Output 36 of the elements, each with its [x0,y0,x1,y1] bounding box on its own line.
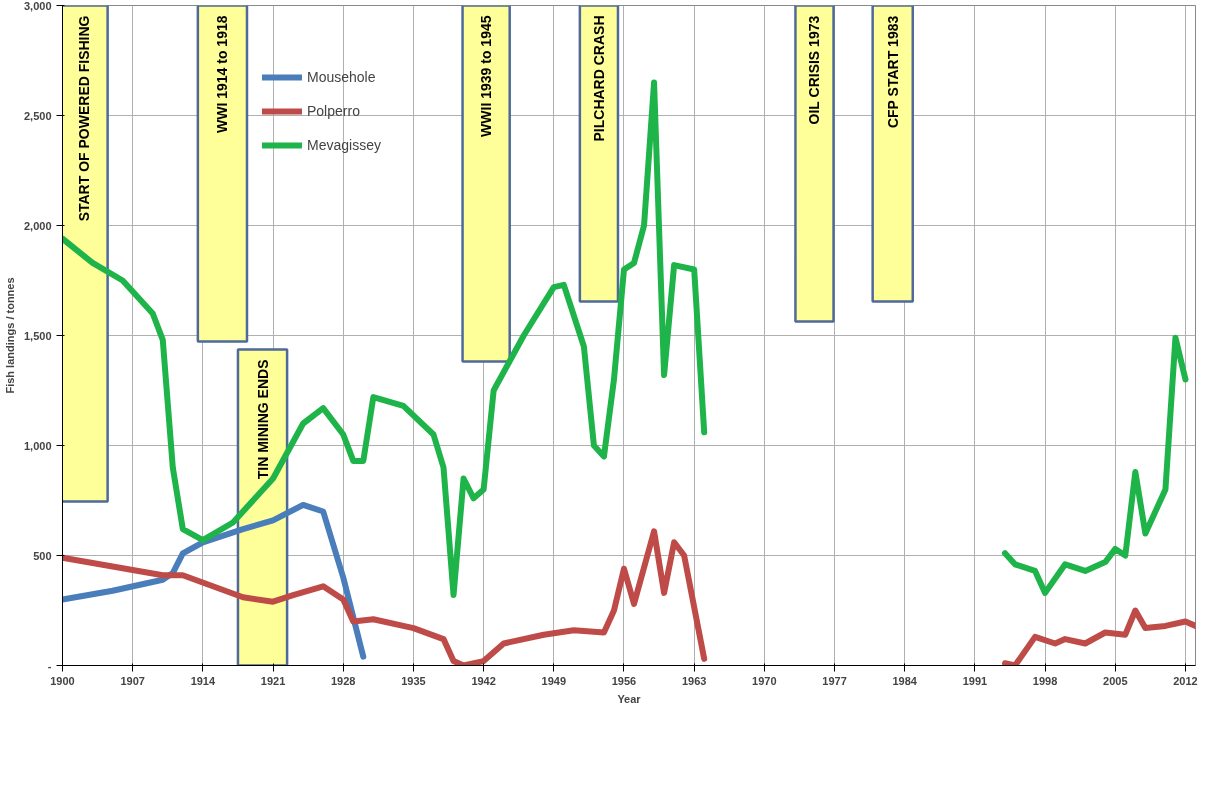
band-label: WWII 1939 to 1945 [478,15,495,137]
x-tick-label: 1956 [611,674,637,687]
y-tick-label: 2,500 [23,109,52,122]
band-label: WWI 1914 to 1918 [214,15,231,133]
legend-label: Mevagissey [307,137,381,153]
x-tick-label: 1977 [822,674,847,687]
band-label: PILCHARD CRASH [590,15,607,142]
band-label: CFP START 1983 [884,15,901,129]
x-axis-title: Year [617,692,642,705]
x-tick-label: 2005 [1103,674,1128,687]
band-label: START OF POWERED FISHING [75,15,92,222]
x-tick-label: 1900 [50,674,75,687]
band-label: TIN MINING ENDS [254,359,271,480]
x-tick-label: 1928 [331,674,356,687]
x-tick-label: 1984 [892,674,918,687]
x-tick-label: 1907 [120,674,145,687]
x-tick-label: 1921 [260,674,286,687]
x-tick-label: 1991 [962,674,988,687]
y-tick-label: 1,500 [23,329,52,342]
band-label: OIL CRISIS 1973 [806,15,823,125]
y-tick-label: - [47,659,52,672]
y-tick-label: 2,000 [23,219,52,232]
y-tick-label: 3,000 [23,0,52,12]
x-tick-label: 1998 [1032,674,1058,687]
y-tick-label: 500 [33,549,52,562]
y-axis-title: Fish landings / tonnes [3,277,16,394]
x-tick-label: 1963 [681,674,707,687]
legend-label: Mousehole [307,69,376,85]
x-tick-label: 1970 [752,674,777,687]
x-tick-label: 1949 [541,674,567,687]
x-tick-label: 1914 [190,674,216,687]
y-tick-label: 1,000 [23,439,52,452]
x-tick-label: 1935 [401,674,426,687]
legend-label: Polperro [307,103,360,119]
x-tick-label: 2012 [1173,674,1198,687]
x-tick-label: 1942 [471,674,496,687]
